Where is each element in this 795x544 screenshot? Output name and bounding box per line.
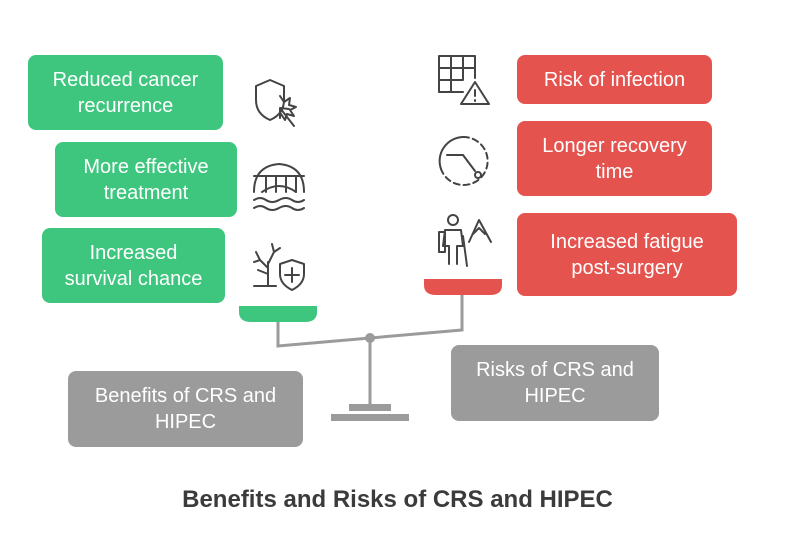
benefit-label: Increased survival chance bbox=[64, 241, 203, 290]
risk-label: Longer recovery time bbox=[542, 134, 687, 183]
risks-summary-box: Risks of CRS and HIPEC bbox=[451, 345, 659, 421]
scale-base-top bbox=[349, 404, 391, 411]
risk-label: Risk of infection bbox=[543, 68, 686, 91]
risk-card-recovery-time: Longer recovery time bbox=[517, 121, 712, 196]
benefit-label: Reduced cancer recurrence bbox=[52, 68, 199, 117]
grid-warning-icon bbox=[438, 55, 490, 105]
risk-label: Increased fatigue post-surgery bbox=[550, 230, 704, 279]
benefit-card-survival-chance: Increased survival chance bbox=[42, 228, 225, 303]
shield-burst-cursor-icon bbox=[255, 79, 297, 127]
scale-base bbox=[331, 414, 409, 421]
dashed-clock-icon bbox=[438, 135, 489, 186]
benefits-summary-box: Benefits of CRS and HIPEC bbox=[68, 371, 303, 447]
risks-summary-label: Risks of CRS and HIPEC bbox=[476, 359, 634, 407]
bridge-over-water-icon bbox=[253, 163, 305, 211]
diagram-title: Benefits and Risks of CRS and HIPEC bbox=[182, 486, 613, 513]
pivot-point bbox=[365, 333, 375, 343]
benefits-summary-label: Benefits of CRS and HIPEC bbox=[94, 385, 277, 433]
risk-card-fatigue: Increased fatigue post-surgery bbox=[517, 213, 737, 296]
risks-pan bbox=[424, 279, 502, 295]
benefits-pan bbox=[239, 306, 317, 322]
benefit-label: More effective treatment bbox=[83, 155, 209, 204]
benefit-card-effective-treatment: More effective treatment bbox=[55, 142, 237, 217]
risk-card-infection: Risk of infection bbox=[517, 55, 712, 104]
benefit-card-reduced-recurrence: Reduced cancer recurrence bbox=[28, 55, 223, 130]
hiker-mountain-icon bbox=[438, 214, 492, 267]
tree-shield-plus-icon bbox=[253, 243, 305, 291]
